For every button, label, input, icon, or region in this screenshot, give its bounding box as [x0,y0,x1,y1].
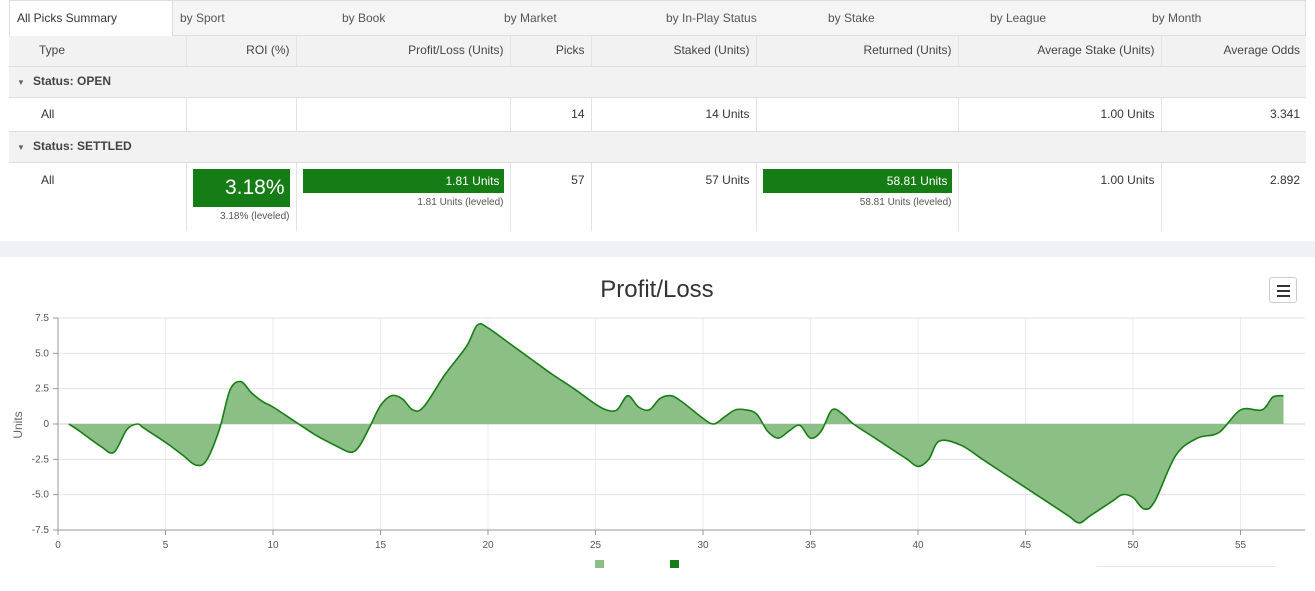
column-header-type[interactable]: Type [9,36,187,67]
cell-profit-loss: 1.81 Units 1.81 Units (leveled) [296,162,511,231]
cell-returned: 58.81 Units 58.81 Units (leveled) [756,162,959,231]
cell-average-odds: 2.892 [1269,172,1300,187]
cell-returned [756,97,959,132]
x-tick-label: 45 [1020,540,1032,551]
cell-staked: 57 Units [591,162,757,231]
picks-summary-table: Type ROI (%) Profit/Loss (Units) Picks S… [9,36,1306,231]
table-row: All 3.18% 3.18% (leveled) 1.81 Units 1.8… [9,162,1306,231]
x-tick-label: 5 [163,540,169,551]
x-tick-label: 50 [1127,540,1139,551]
profit-loss-chart: 0 5 10 15 20 25 30 35 40 45 50 55 7.5 5.0 2.5 0 -2.5 -5.… [0,257,1315,591]
legend-swatch-area[interactable] [595,560,604,568]
column-header-picks[interactable]: Picks [510,36,592,67]
cell-profit-loss [296,97,511,132]
x-tick-label: 10 [267,540,279,551]
group-label: Status: SETTLED [33,138,132,153]
column-header-average-odds[interactable]: Average Odds [1161,36,1306,67]
cell-picks: 14 [510,97,592,132]
x-tick-label: 0 [55,540,61,551]
x-tick-label: 20 [482,540,494,551]
tab-by-league[interactable]: by League [990,11,1047,25]
returned-leveled-text: 58.81 Units (leveled) [859,196,952,208]
y-tick-label: -7.5 [32,525,50,536]
x-tick-label: 40 [912,540,924,551]
cell-type: All [9,97,187,132]
tab-all-picks-summary[interactable]: All Picks Summary [10,1,173,36]
roi-value-badge: 3.18% [192,168,290,207]
group-label: Status: OPEN [33,73,112,88]
tab-by-market[interactable]: by Market [504,11,557,25]
returned-value-bar: 58.81 Units [762,168,952,193]
y-tick-label: -5.0 [32,490,50,501]
roi-leveled-text: 3.18% (leveled) [220,210,290,222]
chart-title: Profit/Loss [600,276,713,303]
cell-roi: 3.18% 3.18% (leveled) [186,162,297,231]
tab-by-in-play-status[interactable]: by In-Play Status [666,11,757,25]
tab-by-month[interactable]: by Month [1152,11,1202,25]
y-axis-tick-labels: 7.5 5.0 2.5 0 -2.5 -5.0 -7.5 [32,313,50,536]
divider [1097,566,1277,567]
cell-staked: 14 Units [591,97,757,132]
series-area-positive [68,323,1284,523]
y-tick-label: 5.0 [35,348,49,359]
axes [53,317,1305,535]
y-axis-label: Units [11,411,25,438]
column-header-roi[interactable]: ROI (%) [186,36,297,67]
x-axis-tick-labels: 0 5 10 15 20 25 30 35 40 45 50 55 [55,540,1246,551]
column-header-returned[interactable]: Returned (Units) [756,36,959,67]
group-header-open[interactable]: ▼ Status: OPEN [9,66,1306,98]
collapse-arrow-icon[interactable]: ▼ [17,142,25,152]
profit-loss-value-bar: 1.81 Units [302,168,504,193]
cell-picks: 57 [510,162,592,231]
cell-average-stake: 1.00 Units [958,97,1162,132]
tab-by-stake[interactable]: by Stake [828,11,875,25]
y-tick-label: 7.5 [35,313,49,324]
y-tick-label: -2.5 [32,454,50,465]
chart-menu-button[interactable] [1269,277,1297,303]
group-header-settled[interactable]: ▼ Status: SETTLED [9,131,1306,163]
column-header-average-stake[interactable]: Average Stake (Units) [958,36,1162,67]
x-tick-label: 15 [375,540,387,551]
section-separator [0,241,1315,257]
x-tick-label: 25 [590,540,602,551]
group-row-open[interactable]: ▼ Status: OPEN [9,66,1306,98]
chart-canvas: 0 5 10 15 20 25 30 35 40 45 50 55 7.5 5.0 2.5 0 -2.5 -5.… [11,276,1305,568]
hamburger-menu-icon [1277,285,1290,287]
legend-swatch-line[interactable] [670,560,679,568]
y-tick-label: 0 [43,419,49,430]
series-line [68,322,1284,524]
x-tick-label: 30 [697,540,709,551]
x-tick-label: 55 [1235,540,1247,551]
table-header-row: Type ROI (%) Profit/Loss (Units) Picks S… [9,36,1306,67]
cell-average-odds: 3.341 [1161,97,1306,132]
tab-by-book[interactable]: by Book [342,11,386,25]
profit-loss-leveled-text: 1.81 Units (leveled) [417,196,504,208]
x-tick-label: 35 [805,540,817,551]
column-header-staked[interactable]: Staked (Units) [591,36,757,67]
view-tabs: All Picks Summary by Sport by Book by Ma… [9,0,1306,36]
cell-type: All [9,162,187,231]
tab-by-sport[interactable]: by Sport [180,11,225,25]
collapse-arrow-icon[interactable]: ▼ [17,77,25,87]
cell-roi [186,97,297,132]
cell-average-stake: 1.00 Units [958,162,1162,231]
table-row: All 14 14 Units 1.00 Units 3.341 [9,97,1306,132]
group-row-settled[interactable]: ▼ Status: SETTLED [9,131,1306,163]
column-header-profit-loss[interactable]: Profit/Loss (Units) [296,36,511,67]
y-tick-label: 2.5 [35,384,49,395]
